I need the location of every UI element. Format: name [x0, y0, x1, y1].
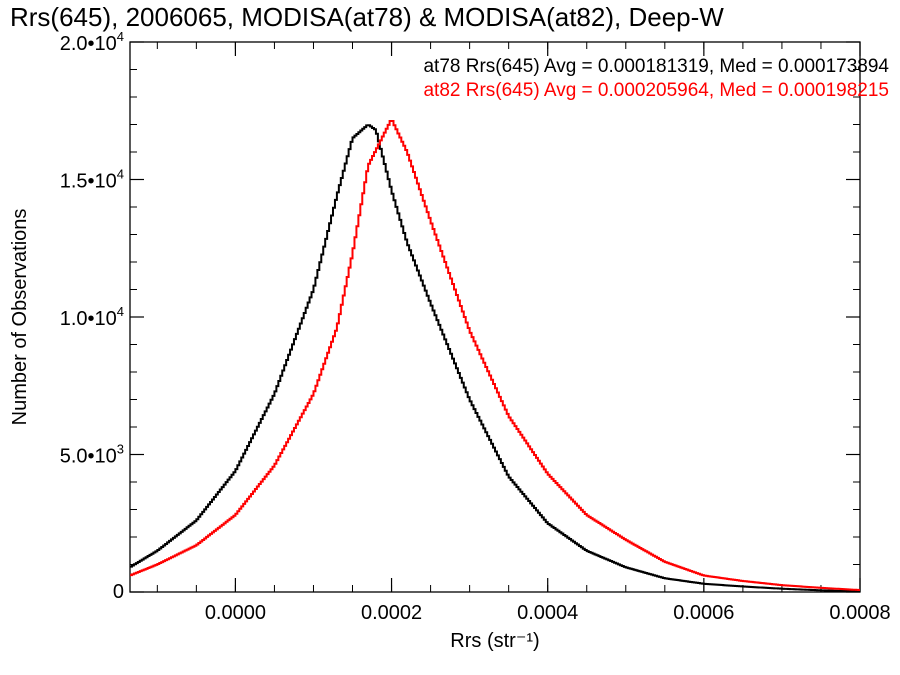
- x-tick-label: 0.0008: [829, 602, 890, 624]
- y-tick-label: 0: [113, 581, 124, 603]
- x-axis-label: Rrs (str⁻¹): [450, 630, 539, 652]
- y-tick-label-mantissa: 1.5•10: [60, 171, 117, 193]
- y-tick-label: 5.0•103: [60, 442, 124, 468]
- y-tick-label-mantissa: 5.0•10: [60, 446, 117, 468]
- y-tick-label-mantissa: 1.0•10: [60, 308, 117, 330]
- annotation-at78: at78 Rrs(645) Avg = 0.000181319, Med = 0…: [423, 56, 889, 77]
- x-tick-label: 0.0000: [205, 602, 266, 624]
- series-at78-line: [130, 124, 860, 593]
- x-tick-label: 0.0002: [361, 602, 422, 624]
- y-tick-label-mantissa: 0: [113, 581, 124, 603]
- y-tick-label-exponent: 4: [117, 304, 124, 319]
- y-tick-label-exponent: 3: [117, 442, 124, 457]
- y-tick-label: 1.5•104: [60, 167, 124, 193]
- y-tick-label-exponent: 4: [117, 167, 124, 182]
- y-tick-label: 1.0•104: [60, 304, 124, 330]
- y-axis-label: Number of Observations: [9, 209, 31, 426]
- y-tick-label: 2.0•104: [60, 29, 124, 55]
- y-tick-label-mantissa: 2.0•10: [60, 33, 117, 55]
- y-tick-label-exponent: 4: [117, 29, 124, 44]
- series-at82-line: [130, 119, 860, 592]
- x-tick-label: 0.0006: [673, 602, 734, 624]
- series-layer: [130, 119, 860, 593]
- chart-title: Rrs(645), 2006065, MODISA(at78) & MODISA…: [10, 2, 724, 32]
- annotation-at82: at82 Rrs(645) Avg = 0.000205964, Med = 0…: [423, 80, 889, 101]
- axis-tick-labels: 0.0000 0.0002 0.0004 0.0006 0.0008 0 5.0•103 1.…: [60, 29, 891, 624]
- x-tick-label: 0.0004: [517, 602, 578, 624]
